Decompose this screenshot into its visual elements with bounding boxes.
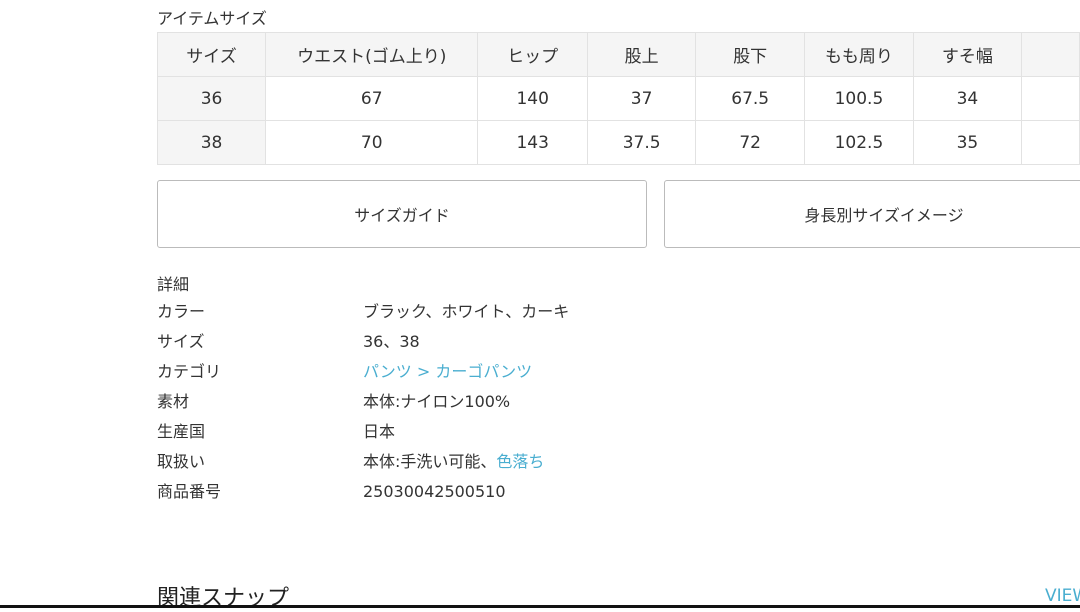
header-cell: すそ幅	[912, 32, 1022, 77]
table-cell: 67.5	[695, 76, 805, 121]
height-size-image-button[interactable]: 身長別サイズイメージ	[664, 180, 1080, 248]
details-title: 詳細	[157, 275, 190, 294]
table-cell	[1020, 76, 1080, 121]
detail-value: ブラック、ホワイト、カーキ	[363, 302, 570, 321]
table-cell: 37	[586, 76, 697, 121]
divider	[0, 605, 1080, 608]
detail-value: 日本	[363, 422, 396, 441]
header-cell: 股下	[695, 32, 805, 77]
table-cell: 67	[265, 76, 479, 121]
header-cell: もも周り	[803, 32, 914, 77]
detail-value: 本体:ナイロン100%	[363, 392, 511, 411]
color-fading-link[interactable]: 色落ち	[496, 452, 545, 471]
header-cell: サイズ	[156, 32, 267, 77]
size-table: サイズ ウエスト(ゴム上り) ヒップ 股上 股下 もも周り すそ幅 36 67 …	[156, 32, 1080, 165]
detail-label: 素材	[157, 392, 190, 411]
view-all-link[interactable]: VIEW	[1045, 586, 1080, 606]
category-link[interactable]: パンツ > カーゴパンツ	[363, 362, 533, 381]
item-size-title: アイテムサイズ	[157, 9, 267, 28]
table-cell: 70	[265, 120, 479, 165]
header-cell: ヒップ	[477, 32, 588, 77]
detail-value: 本体:手洗い可能、色落ち	[363, 450, 544, 474]
table-cell: 140	[477, 76, 588, 121]
detail-label: サイズ	[157, 332, 205, 351]
table-cell	[1020, 120, 1080, 165]
size-guide-button[interactable]: サイズガイド	[157, 180, 647, 248]
header-cell	[1020, 32, 1080, 77]
table-cell: 72	[695, 120, 805, 165]
table-cell: 35	[912, 120, 1022, 165]
table-cell: 102.5	[803, 120, 914, 165]
header-cell: 股上	[586, 32, 697, 77]
size-cell: 38	[156, 120, 267, 165]
detail-label: 生産国	[157, 422, 206, 441]
detail-label: カラー	[157, 302, 206, 321]
table-cell: 37.5	[586, 120, 697, 165]
detail-label: 商品番号	[157, 482, 222, 501]
size-cell: 36	[156, 76, 267, 121]
detail-value: 36、38	[363, 332, 420, 351]
table-row: 38 70 143 37.5 72 102.5 35	[156, 120, 1080, 165]
detail-label: 取扱い	[157, 452, 206, 471]
table-row: 36 67 140 37 67.5 100.5 34	[156, 76, 1080, 121]
detail-value: 25030042500510	[363, 482, 506, 501]
table-header-row: サイズ ウエスト(ゴム上り) ヒップ 股上 股下 もも周り すそ幅	[156, 32, 1080, 77]
header-cell: ウエスト(ゴム上り)	[265, 32, 479, 77]
table-cell: 34	[912, 76, 1022, 121]
table-cell: 143	[477, 120, 588, 165]
table-cell: 100.5	[803, 76, 914, 121]
care-text: 本体:手洗い可能、	[363, 452, 497, 471]
detail-label: カテゴリ	[157, 362, 222, 381]
